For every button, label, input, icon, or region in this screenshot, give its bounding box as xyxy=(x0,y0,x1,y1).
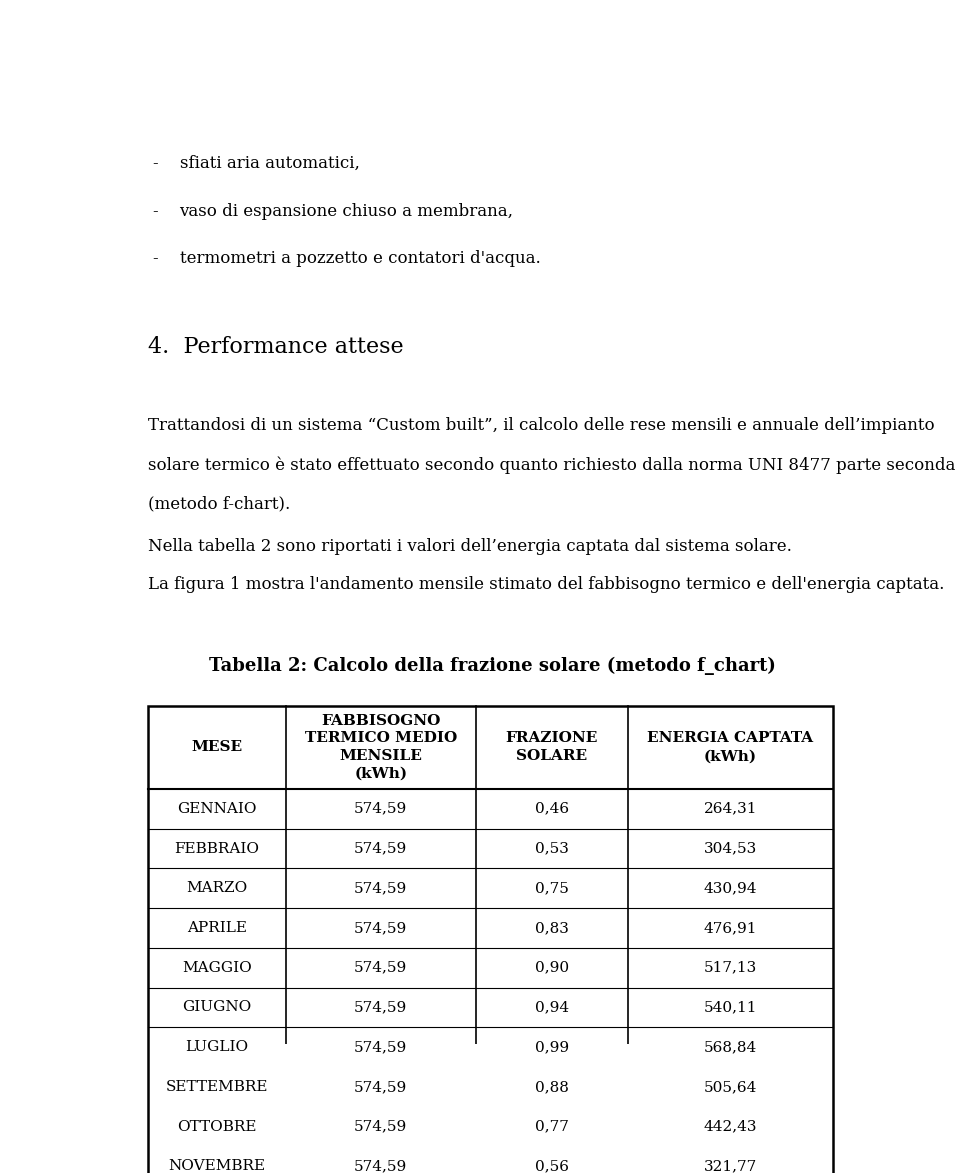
Text: FABBISOGNO
TERMICO MEDIO
MENSILE
(kWh): FABBISOGNO TERMICO MEDIO MENSILE (kWh) xyxy=(304,713,457,781)
Text: ENERGIA CAPTATA
(kWh): ENERGIA CAPTATA (kWh) xyxy=(647,732,813,764)
Text: 568,84: 568,84 xyxy=(704,1040,757,1055)
Text: 0,99: 0,99 xyxy=(535,1040,569,1055)
Text: LUGLIO: LUGLIO xyxy=(185,1040,249,1055)
Text: 574,59: 574,59 xyxy=(354,881,407,895)
Text: 505,64: 505,64 xyxy=(704,1080,757,1094)
Text: APRILE: APRILE xyxy=(187,921,247,935)
Text: 517,13: 517,13 xyxy=(704,961,757,975)
Text: Trattandosi di un sistema “Custom built”, il calcolo delle rese mensili e annual: Trattandosi di un sistema “Custom built”… xyxy=(148,418,935,434)
Text: NOVEMBRE: NOVEMBRE xyxy=(169,1159,266,1173)
Text: La figura 1 mostra l'andamento mensile stimato del fabbisogno termico e dell'ene: La figura 1 mostra l'andamento mensile s… xyxy=(148,576,945,592)
Text: 304,53: 304,53 xyxy=(704,841,757,855)
Text: 430,94: 430,94 xyxy=(704,881,757,895)
Text: termometri a pozzetto e contatori d'acqua.: termometri a pozzetto e contatori d'acqu… xyxy=(180,250,540,267)
Text: -: - xyxy=(152,250,157,267)
Text: (metodo f-chart).: (metodo f-chart). xyxy=(148,496,291,513)
Text: FRAZIONE
SOLARE: FRAZIONE SOLARE xyxy=(506,732,598,764)
Text: 574,59: 574,59 xyxy=(354,802,407,815)
Text: 574,59: 574,59 xyxy=(354,1159,407,1173)
Text: 264,31: 264,31 xyxy=(704,802,757,815)
Text: MARZO: MARZO xyxy=(186,881,248,895)
Text: 442,43: 442,43 xyxy=(704,1120,757,1133)
Text: 0,77: 0,77 xyxy=(535,1120,569,1133)
Text: 574,59: 574,59 xyxy=(354,961,407,975)
Text: GIUGNO: GIUGNO xyxy=(182,1001,252,1015)
Text: 574,59: 574,59 xyxy=(354,841,407,855)
Text: 574,59: 574,59 xyxy=(354,921,407,935)
Text: -: - xyxy=(152,155,157,172)
Text: 0,88: 0,88 xyxy=(535,1080,569,1094)
Text: 0,53: 0,53 xyxy=(535,841,569,855)
Text: FEBBRAIO: FEBBRAIO xyxy=(175,841,259,855)
Text: sfiati aria automatici,: sfiati aria automatici, xyxy=(180,155,359,172)
Text: Tabella 2: Calcolo della frazione solare (metodo f_chart): Tabella 2: Calcolo della frazione solare… xyxy=(208,657,776,676)
Text: OTTOBRE: OTTOBRE xyxy=(178,1120,257,1133)
Text: MAGGIO: MAGGIO xyxy=(182,961,252,975)
Text: 574,59: 574,59 xyxy=(354,1120,407,1133)
Text: 321,77: 321,77 xyxy=(704,1159,757,1173)
Text: 476,91: 476,91 xyxy=(704,921,757,935)
Text: 0,94: 0,94 xyxy=(535,1001,569,1015)
Text: 0,75: 0,75 xyxy=(535,881,569,895)
Text: solare termico è stato effettuato secondo quanto richiesto dalla norma UNI 8477 : solare termico è stato effettuato second… xyxy=(148,456,955,474)
Text: 540,11: 540,11 xyxy=(704,1001,757,1015)
Text: GENNAIO: GENNAIO xyxy=(178,802,257,815)
Text: 0,83: 0,83 xyxy=(535,921,569,935)
Text: 0,46: 0,46 xyxy=(535,802,569,815)
Text: 574,59: 574,59 xyxy=(354,1080,407,1094)
Text: 0,56: 0,56 xyxy=(535,1159,569,1173)
Text: vaso di espansione chiuso a membrana,: vaso di espansione chiuso a membrana, xyxy=(180,203,514,219)
Text: -: - xyxy=(152,203,157,219)
Text: 574,59: 574,59 xyxy=(354,1001,407,1015)
Text: 0,90: 0,90 xyxy=(535,961,569,975)
Text: 574,59: 574,59 xyxy=(354,1040,407,1055)
Text: SETTEMBRE: SETTEMBRE xyxy=(166,1080,269,1094)
Text: 4.  Performance attese: 4. Performance attese xyxy=(148,335,404,358)
Text: Nella tabella 2 sono riportati i valori dell’energia captata dal sistema solare.: Nella tabella 2 sono riportati i valori … xyxy=(148,537,792,555)
Text: MESE: MESE xyxy=(192,740,243,754)
